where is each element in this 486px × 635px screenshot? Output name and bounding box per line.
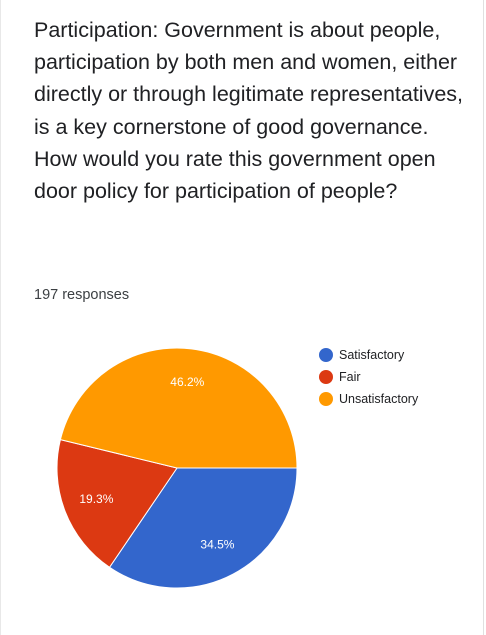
response-count: 197 responses — [34, 287, 130, 303]
pie-slice-fair[interactable] — [56, 439, 178, 568]
slice-label-fair: 19.3% — [79, 492, 113, 506]
legend-label: Fair — [339, 370, 361, 384]
legend-dot-icon — [319, 370, 333, 384]
legend-item-unsatisfactory[interactable]: Unsatisfactory — [319, 388, 418, 410]
chart-legend: Satisfactory Fair Unsatisfactory — [319, 344, 418, 410]
pie-slice-satisfactory[interactable] — [108, 467, 298, 589]
legend-label: Unsatisfactory — [339, 392, 419, 406]
pie-slice-unsatisfactory[interactable] — [59, 347, 298, 469]
legend-dot-icon — [319, 392, 333, 406]
question-text: Participation: Government is about peopl… — [34, 18, 464, 204]
slice-label-satisfactory: 34.5% — [200, 537, 234, 551]
legend-dot-icon — [319, 348, 333, 362]
slice-label-unsatisfactory: 46.2% — [170, 375, 204, 389]
legend-label: Satisfactory — [339, 348, 405, 362]
legend-item-satisfactory[interactable]: Satisfactory — [319, 344, 418, 366]
legend-item-fair[interactable]: Fair — [319, 366, 418, 388]
